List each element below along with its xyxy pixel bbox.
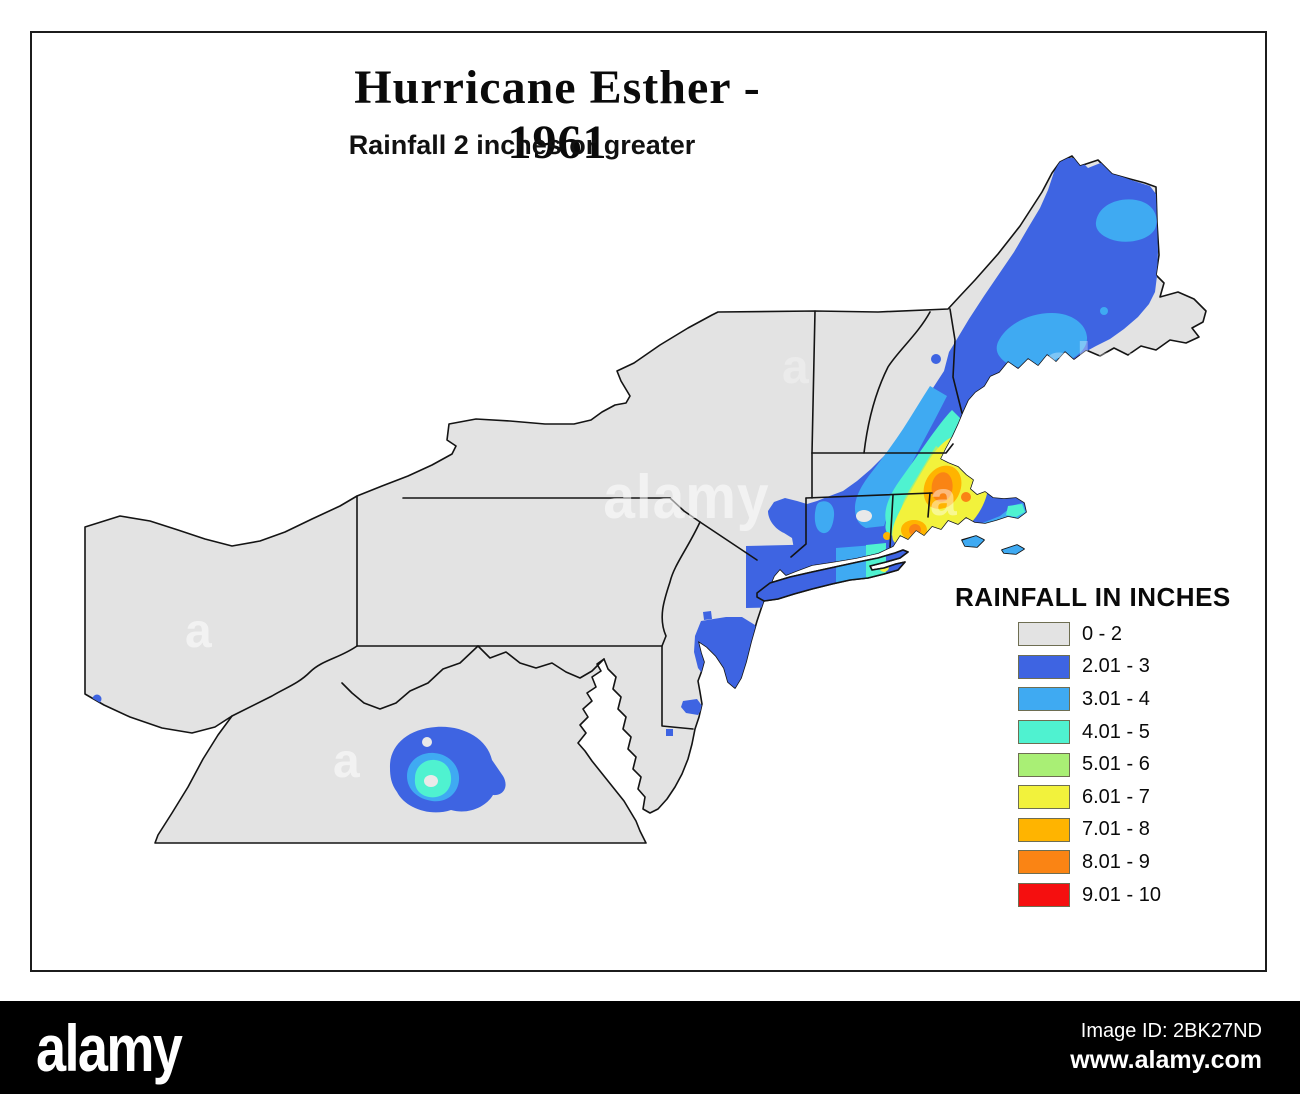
legend-item: 6.01 - 7 [1018, 781, 1161, 814]
legend-title: RAINFALL IN INCHES [955, 582, 1231, 612]
border-mass-south [805, 492, 933, 499]
contour-8-9-core [931, 472, 953, 502]
legend-swatch [1018, 883, 1070, 908]
legend: 0 - 2 2.01 - 3 3.01 - 4 4.01 - 5 5.01 - … [1018, 618, 1161, 911]
legend-item: 2.01 - 3 [1018, 651, 1161, 684]
legend-swatch [1018, 654, 1070, 679]
footer-credits: Image ID: 2BK27ND www.alamy.com [1070, 1018, 1262, 1077]
border-ohio-river [231, 645, 358, 717]
legend-item: 5.01 - 6 [1018, 748, 1161, 781]
legend-swatch [1018, 687, 1070, 712]
contour-8-9-dot-east [961, 492, 971, 502]
dry-hole-virginia-nw [422, 737, 432, 747]
contour-2-3-delaware [666, 699, 703, 736]
legend-label: 0 - 2 [1082, 622, 1123, 645]
legend-swatch [1018, 720, 1070, 745]
legend-swatch [1018, 785, 1070, 810]
contour-3-4-mass-band [854, 386, 947, 528]
outline-long-island [756, 549, 909, 602]
border-mason-dixon-delaware [356, 645, 694, 730]
legend-swatch [1018, 817, 1070, 842]
legend-label: 3.01 - 4 [1082, 687, 1150, 710]
legend-item: 0 - 2 [1018, 618, 1161, 651]
border-mass-north [811, 443, 954, 454]
legend-label: 6.01 - 7 [1082, 785, 1150, 808]
contour-8-9-dot-rhode-island [909, 524, 921, 536]
footer-bar: alamy Image ID: 2BK27ND www.alamy.com [0, 1001, 1300, 1094]
border-vt-nh [863, 311, 931, 454]
legend-label: 4.01 - 5 [1082, 720, 1150, 743]
legend-label: 5.01 - 6 [1082, 753, 1150, 776]
legend-label: 2.01 - 3 [1082, 655, 1150, 678]
border-potomac [477, 645, 605, 679]
alamy-logo: alamy [36, 1010, 183, 1085]
border-ny-nj [699, 521, 758, 561]
legend-swatch [1018, 622, 1070, 647]
contour-2-3-nh-dot [931, 354, 941, 364]
border-nh-maine [949, 308, 963, 414]
legend-item: 4.01 - 5 [1018, 716, 1161, 749]
legend-label: 8.01 - 9 [1082, 850, 1150, 873]
legend-swatch [1018, 752, 1070, 777]
contour-4-5-long-island-east [866, 543, 886, 602]
contour-7-8-dot [883, 532, 891, 540]
map-subtitle: Rainfall 2 inches or greater [348, 130, 696, 160]
contour-3-4-maine-dot [1100, 307, 1108, 315]
dry-hole-connecticut [856, 510, 872, 522]
border-ct-ri [889, 494, 894, 548]
map-title: Hurricane Esther - 1961 [354, 61, 761, 169]
alamy-website: www.alamy.com [1070, 1046, 1262, 1075]
legend-item: 7.01 - 8 [1018, 814, 1161, 847]
legend-item: 3.01 - 4 [1018, 683, 1161, 716]
border-wv-va [341, 645, 479, 710]
contour-2-3-ohio-dot [92, 694, 102, 704]
contour-3-4-connecticut-patch [814, 501, 835, 534]
border-delaware-river [661, 521, 701, 647]
legend-label: 9.01 - 10 [1082, 883, 1161, 906]
contour-3-4-islands [961, 536, 1024, 554]
contour-4-5-cape-tip [1006, 504, 1025, 517]
dry-hole-virginia [424, 775, 438, 787]
border-ny-vt [811, 310, 816, 454]
image-id: Image ID: 2BK27ND [1080, 1020, 1262, 1043]
border-ct-ny [790, 497, 807, 558]
border-ny-pa [402, 497, 701, 523]
border-ri-mass [927, 492, 931, 518]
contour-2-3-nj-dot [703, 611, 712, 620]
legend-label: 7.01 - 8 [1082, 818, 1150, 841]
state-borders [231, 308, 963, 730]
legend-item: 8.01 - 9 [1018, 846, 1161, 879]
legend-item: 9.01 - 10 [1018, 879, 1161, 912]
contour-2-3-long-island [746, 542, 914, 608]
legend-swatch [1018, 850, 1070, 875]
contour-3-4-northeast-maine [1095, 199, 1157, 242]
